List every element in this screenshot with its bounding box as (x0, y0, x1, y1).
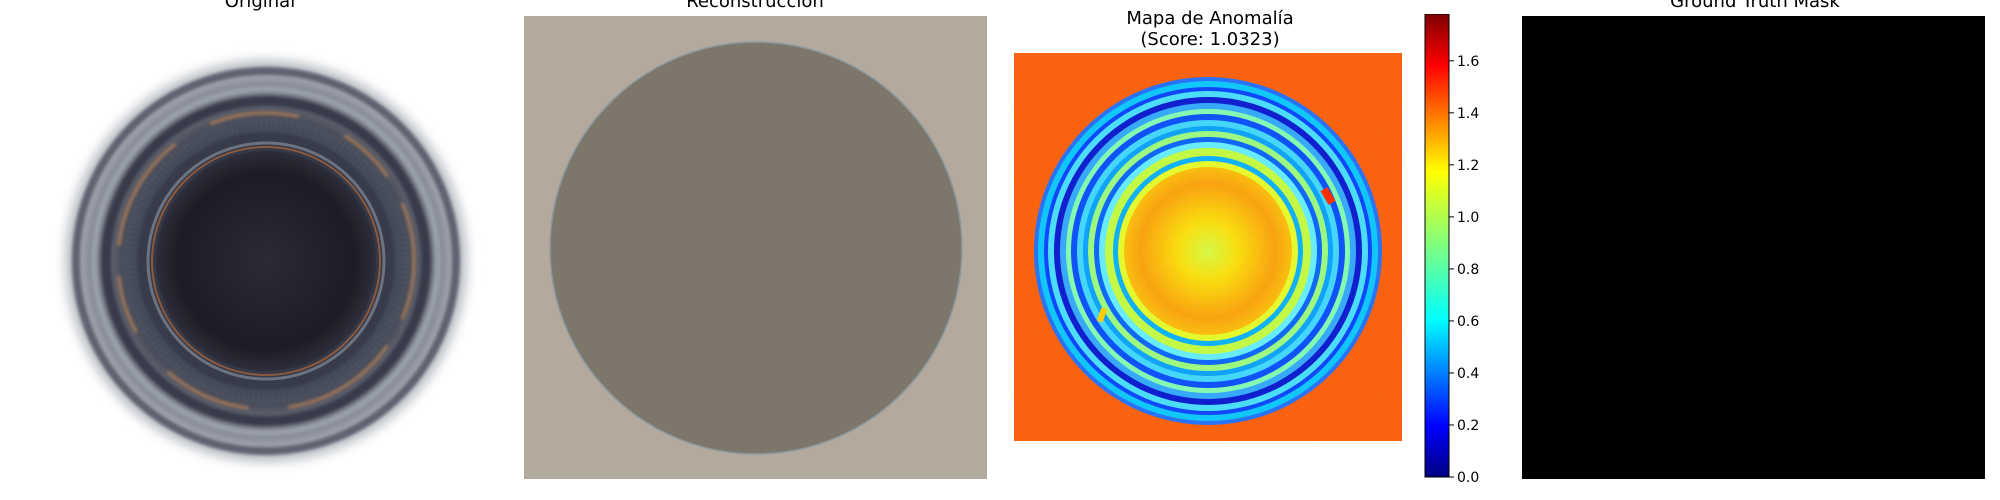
colorbar-svg: 0.0 0.2 0.4 0.6 0.8 1.0 1.2 1.4 1.6 (1424, 14, 1479, 484)
anomaly-map-score: (Score: 1.0323) (1140, 29, 1280, 50)
colorbar: 0.0 0.2 0.4 0.6 0.8 1.0 1.2 1.4 1.6 (1420, 14, 1490, 484)
reconstruction-disk (549, 41, 963, 455)
colorbar-tick-label: 0.8 (1457, 262, 1479, 278)
bottle-top-photo (33, 16, 496, 479)
colorbar-tick-label: 0.2 (1457, 418, 1479, 434)
colorbar-ticks: 0.0 0.2 0.4 0.6 0.8 1.0 1.2 1.4 1.6 (1449, 54, 1479, 484)
anomaly-map-title: Mapa de Anomalía (1126, 8, 1294, 29)
colorbar-tick-label: 1.2 (1457, 158, 1479, 174)
original-image (33, 16, 496, 479)
title-anomaly-map: Mapa de Anomalía (Score: 1.0323) (1100, 8, 1320, 50)
colorbar-tick-label: 1.0 (1457, 210, 1479, 226)
colorbar-gradient (1424, 14, 1450, 478)
colorbar-tick-label: 0.6 (1457, 314, 1479, 330)
anomaly-map-image (1014, 53, 1402, 441)
reconstruction-image (524, 16, 987, 479)
title-ground-truth: Ground Truth Mask (1670, 0, 1840, 12)
anomaly-heatmap (1014, 53, 1402, 441)
title-reconstruction: Reconstrucción (686, 0, 824, 12)
colorbar-tick-label: 1.4 (1457, 106, 1479, 122)
colorbar-tick-label: 0.4 (1457, 366, 1479, 382)
title-original: Original (224, 0, 296, 12)
colorbar-tick-label: 1.6 (1457, 54, 1479, 70)
colorbar-tick-label: 0.0 (1457, 470, 1479, 484)
ground-truth-image (1522, 16, 1985, 479)
bottle-top-reconstruction (524, 16, 987, 479)
empty-mask (1522, 16, 1985, 479)
